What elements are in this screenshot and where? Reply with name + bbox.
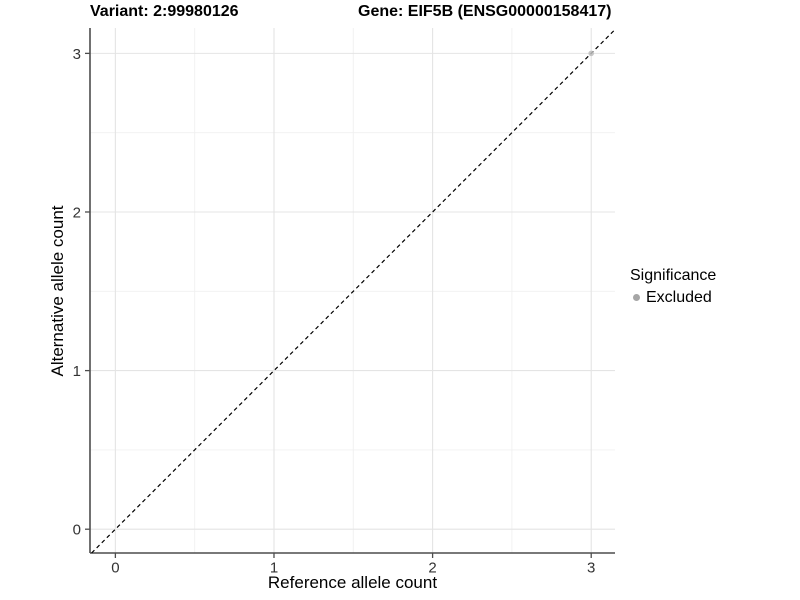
tick-labels: 0 1 2 3 0 1 2 3: [73, 46, 596, 577]
legend: Significance Excluded: [630, 266, 716, 307]
grid-minor: [90, 28, 615, 553]
legend-item-label: Excluded: [646, 289, 712, 306]
series-excluded: [588, 50, 595, 57]
identity-line: [91, 29, 616, 554]
y-tick-label: 0: [73, 522, 81, 539]
y-axis-title: Alternative allele count: [48, 205, 67, 377]
x-tick-label: 3: [587, 560, 595, 577]
data-point: [588, 50, 595, 57]
x-tick-label: 1: [270, 560, 278, 577]
y-tick-label: 2: [73, 204, 81, 221]
x-tick-label: 0: [111, 560, 119, 577]
legend-title: Significance: [630, 267, 717, 284]
y-tick-label: 3: [73, 46, 81, 63]
x-tick-label: 2: [428, 560, 436, 577]
legend-item-excluded: Excluded: [630, 288, 716, 307]
x-axis-title: Reference allele count: [267, 573, 438, 592]
axis-ticks: [85, 52, 592, 558]
axis-lines: [89, 28, 615, 554]
plot-title-variant: Variant: 2:99980126: [90, 3, 239, 20]
grid-major: [90, 28, 615, 553]
y-tick-label: 1: [73, 363, 81, 380]
legend-marker-circle-icon: [633, 294, 640, 301]
plot-title-gene: Gene: EIF5B (ENSG00000158417): [358, 3, 612, 20]
